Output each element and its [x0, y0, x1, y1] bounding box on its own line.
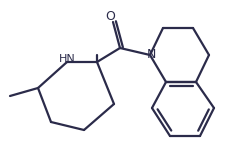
Text: O: O: [105, 11, 115, 24]
Text: N: N: [146, 48, 156, 62]
Text: HN: HN: [59, 54, 75, 64]
